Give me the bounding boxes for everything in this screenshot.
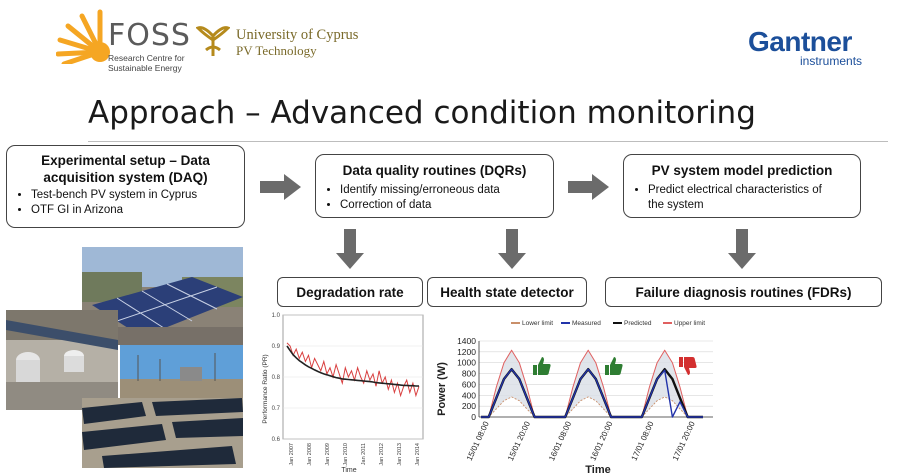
deg-xtick-label: Jan 2014 (415, 443, 421, 466)
pv-array-photo (82, 398, 243, 468)
pow-legend-label: Predicted (624, 320, 652, 327)
daq-box-title: Experimental setup – Data acquisition sy… (15, 152, 236, 186)
model-bullet-line1: Predict electrical characteristics of (648, 184, 822, 196)
pow-series-measured (481, 368, 703, 418)
daq-bullet-2: OTF GI in Arizona (31, 203, 236, 218)
ucy-name: University of Cyprus PV Technology (236, 27, 359, 59)
dqr-bullet-1: Identify missing/erroneous data (340, 183, 545, 198)
deg-ytick-label: 0.9 (272, 344, 281, 350)
ucy-logo: University of Cyprus PV Technology (196, 22, 366, 62)
deg-axes: 1.0 0.9 0.8 0.7 0.6 Jan 2007 Jan 2008 Jan 2009 J… (272, 313, 424, 466)
ucy-emblem-icon (196, 26, 230, 56)
deg-ylabel: Performance Ratio (PR) (262, 354, 269, 423)
pow-ytick-label: 200 (462, 401, 476, 411)
deg-xlabel: Time (341, 467, 356, 474)
daq-box: Experimental setup – Data acquisition sy… (6, 145, 245, 228)
pow-ytick-label: 0 (471, 412, 476, 422)
pow-ytick-label: 1000 (457, 358, 476, 368)
pow-xtick-label: 15/01 08:00 (465, 420, 491, 463)
pv-testbench-photo (6, 310, 118, 410)
gantner-subtitle: instruments (800, 54, 863, 68)
model-bullets: Predict electrical characteristics of th… (632, 183, 852, 213)
deg-xtick-label: Jan 2011 (361, 443, 367, 465)
ucy-line2: PV Technology (236, 43, 317, 58)
daq-title-line2: acquisition system (DAQ) (43, 170, 208, 185)
deg-ytick-label: 0.8 (272, 375, 281, 381)
deg-plot (286, 342, 420, 398)
thumbs-up-icon (605, 357, 623, 375)
foss-sub-line1: Research Centre for (108, 53, 185, 63)
foss-sun-icon (56, 9, 110, 64)
pow-ytick-label: 400 (462, 390, 476, 400)
dqr-bullets: Identify missing/erroneous data Correcti… (324, 183, 545, 213)
pow-ytick-label: 800 (462, 369, 476, 379)
gantner-wordmark: Gantner (748, 26, 852, 57)
pow-series-upper (481, 349, 703, 418)
degradation-chart: Performance Ratio (PR) Time 1.0 0.9 0.8 0.7… (262, 313, 424, 474)
daq-bullets: Test-bench PV system in Cyprus OTF GI in… (15, 188, 236, 218)
deg-ytick-label: 0.7 (272, 406, 281, 412)
foss-subtitle: Research Centre for Sustainable Energy (108, 53, 185, 73)
pow-xtick-label: 16/01 20:00 (588, 420, 614, 463)
pow-xtick-label: 17/01 20:00 (671, 420, 697, 463)
deg-xtick-label: Jan 2010 (343, 443, 349, 466)
pow-xlabel: Time (585, 464, 610, 475)
foss-sub-line2: Sustainable Energy (108, 63, 182, 73)
health-state-box: Health state detector (427, 277, 587, 307)
deg-xtick-label: Jan 2009 (325, 443, 331, 466)
title-divider (88, 141, 888, 142)
arrow-right-dqr-to-model (568, 174, 609, 200)
pow-limit-band (481, 350, 703, 417)
deg-series-fit (286, 345, 419, 387)
pow-legend-label: Lower limit (522, 320, 553, 327)
arrow-down-to-failure (728, 229, 756, 269)
dqr-box-title: Data quality routines (DQRs) (342, 163, 527, 178)
deg-ytick-label: 1.0 (272, 313, 281, 319)
power-chart: Power (W) Time Lower limit Measured Predic… (436, 320, 713, 475)
thumbs-up-icon (533, 357, 551, 375)
foss-logo: FOSS Research Centre for Sustainable Ene… (56, 4, 190, 73)
arrow-down-to-degradation (336, 229, 364, 269)
pow-xtick-label: 17/01 08:00 (630, 420, 656, 463)
pow-ytick-label: 1400 (457, 336, 476, 346)
model-bullet-1: Predict electrical characteristics of th… (648, 183, 852, 213)
deg-ytick-label: 0.6 (272, 437, 281, 443)
pow-legend: Lower limit Measured Predicted Upper limit (511, 320, 705, 327)
failure-diagnosis-box: Failure diagnosis routines (FDRs) (605, 277, 882, 307)
model-box: PV system model prediction Predict elect… (623, 154, 861, 218)
deg-xtick-label: Jan 2008 (307, 443, 313, 466)
deg-xtick-label: Jan 2013 (397, 443, 403, 466)
deg-xtick-label: Jan 2007 (289, 443, 295, 466)
arrow-down-to-health (498, 229, 526, 269)
dqr-box: Data quality routines (DQRs) Identify mi… (315, 154, 554, 218)
pow-legend-label: Measured (572, 320, 601, 327)
dqr-bullet-2: Correction of data (340, 198, 545, 213)
arrow-right-daq-to-dqr (260, 174, 301, 200)
pow-xtick-label: 16/01 08:00 (547, 420, 573, 463)
pow-ylabel: Power (W) (436, 362, 448, 416)
foss-wordmark: FOSS (108, 18, 191, 53)
daq-bullet-1: Test-bench PV system in Cyprus (31, 188, 236, 203)
deg-xtick-label: Jan 2012 (379, 443, 385, 466)
pow-ytick-label: 600 (462, 379, 476, 389)
thumbs-down-icon (679, 357, 697, 375)
ucy-line1: University of Cyprus (236, 27, 359, 43)
model-bullet-line2: the system (648, 199, 704, 211)
pow-xtick-label: 15/01 20:00 (506, 420, 532, 463)
pow-series-lower (481, 396, 703, 418)
pow-legend-label: Upper limit (674, 320, 705, 327)
pow-plot (481, 349, 703, 419)
pow-ytick-label: 1200 (457, 347, 476, 357)
gantner-logo: Gantner instruments (748, 26, 888, 70)
daq-title-line1: Experimental setup – Data (41, 153, 210, 168)
slide-title: Approach – Advanced condition monitoring (88, 95, 756, 131)
model-box-title: PV system model prediction (651, 163, 833, 178)
degradation-rate-box: Degradation rate (277, 277, 423, 307)
